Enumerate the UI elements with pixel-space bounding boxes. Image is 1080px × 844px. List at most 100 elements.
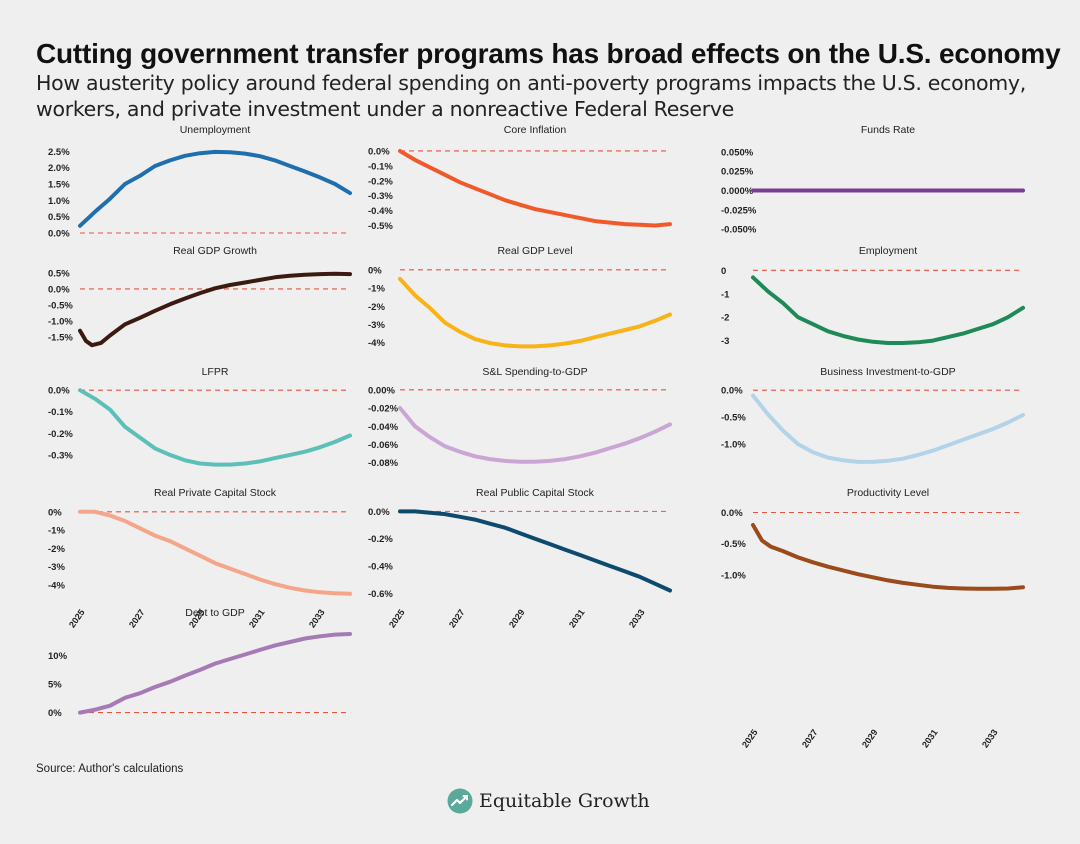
sandl-spending-to-gdp-y-tick-label: 0.00% <box>368 385 395 396</box>
page-subtitle: How austerity policy around federal spen… <box>36 71 1026 121</box>
unemployment-series-line <box>78 149 352 228</box>
core-inflation-series-line <box>398 149 672 228</box>
real-gdp-level-y-tick-label: 0% <box>368 265 382 276</box>
real-gdp-level-series-line <box>398 276 672 349</box>
funds-rate-y-tick-label: 0.050% <box>721 147 754 158</box>
lfpr-series-line <box>78 388 352 467</box>
unemployment-y-tick-label: 1.5% <box>48 179 70 190</box>
chart-real-gdp-level: Real GDP Level 0% -1% -2% -3% -4% <box>368 245 672 349</box>
lfpr-title: LFPR <box>202 366 229 378</box>
brand-logo[interactable]: Equitable Growth <box>447 788 650 814</box>
funds-rate-y-tick-label: -0.025% <box>721 205 757 216</box>
real-private-capital-stock-x-tick-label: 2027 <box>127 607 147 629</box>
real-public-capital-stock-x-tick-label: 2029 <box>507 607 527 629</box>
real-public-capital-stock-x-tick-label: 2027 <box>447 607 467 629</box>
employment-y-tick-label: -1 <box>721 289 730 300</box>
employment-series-line <box>751 275 1025 345</box>
real-private-capital-stock-x-tick-label: 2033 <box>307 607 327 629</box>
business-investment-to-gdp-y-tick-label: 0.0% <box>721 386 743 397</box>
chart-real-public-capital-stock: Real Public Capital Stock 0.0% -0.2% -0.4% -… <box>368 487 672 630</box>
productivity-level-title: Productivity Level <box>847 487 929 499</box>
productivity-level-x-tick-label: 2033 <box>980 727 1000 749</box>
core-inflation-y-tick-label: -0.4% <box>368 206 393 217</box>
chart-debt-to-gdp: Debt to GDP 0% 5% 10% <box>48 607 352 719</box>
real-gdp-growth-y-tick-label: -1.0% <box>48 317 73 328</box>
real-public-capital-stock-series-line <box>398 509 672 593</box>
productivity-level-x-tick-label: 2027 <box>800 727 820 749</box>
lfpr-y-tick-label: -0.3% <box>48 450 73 461</box>
employment-y-tick-label: 0 <box>721 266 726 277</box>
chart-core-inflation: Core Inflation 0.0% -0.1% -0.2% -0.3% -0.4% -0… <box>368 124 672 232</box>
sandl-spending-to-gdp-y-tick-label: -0.02% <box>368 404 399 415</box>
chart-business-investment-to-gdp: Business Investment-to-GDP 0.0% -0.5% -1.0% <box>721 366 1025 464</box>
real-private-capital-stock-x-tick-label: 2025 <box>67 607 87 629</box>
real-public-capital-stock-x-tick-label: 2031 <box>567 607 587 629</box>
real-private-capital-stock-series-line <box>78 509 352 596</box>
core-inflation-y-tick-label: 0.0% <box>368 146 390 157</box>
sandl-spending-to-gdp-y-tick-label: -0.08% <box>368 458 399 469</box>
real-gdp-level-y-tick-label: -3% <box>368 320 385 331</box>
real-private-capital-stock-x-tick-label: 2031 <box>247 607 267 629</box>
real-gdp-level-title: Real GDP Level <box>497 245 572 257</box>
employment-y-tick-label: -2 <box>721 313 729 324</box>
real-gdp-growth-y-tick-label: -1.5% <box>48 333 73 344</box>
real-private-capital-stock-title: Real Private Capital Stock <box>154 487 277 499</box>
debt-to-gdp-y-tick-label: 5% <box>48 680 62 691</box>
debt-to-gdp-y-tick-label: 10% <box>48 651 68 662</box>
productivity-level-y-tick-label: -0.5% <box>721 539 746 550</box>
debt-to-gdp-y-tick-label: 0% <box>48 708 62 719</box>
real-private-capital-stock-y-tick-label: -4% <box>48 581 65 592</box>
debt-to-gdp-series-line <box>78 632 352 715</box>
real-public-capital-stock-x-tick-label: 2025 <box>387 607 407 629</box>
real-gdp-growth-title: Real GDP Growth <box>173 245 257 257</box>
unemployment-y-tick-label: 0.5% <box>48 212 70 223</box>
unemployment-y-tick-label: 2.5% <box>48 147 70 158</box>
core-inflation-title: Core Inflation <box>504 124 567 136</box>
productivity-level-y-tick-label: 0.0% <box>721 508 743 519</box>
employment-title: Employment <box>859 245 917 257</box>
real-public-capital-stock-y-tick-label: 0.0% <box>368 507 390 518</box>
core-inflation-y-tick-label: -0.3% <box>368 191 393 202</box>
business-investment-to-gdp-title: Business Investment-to-GDP <box>820 366 955 378</box>
business-investment-to-gdp-y-tick-label: -1.0% <box>721 440 746 451</box>
productivity-level-x-tick-label: 2029 <box>860 727 880 749</box>
real-public-capital-stock-title: Real Public Capital Stock <box>476 487 595 499</box>
lfpr-y-tick-label: -0.1% <box>48 407 73 418</box>
real-gdp-level-y-tick-label: -2% <box>368 302 385 313</box>
chart-lfpr: LFPR 0.0% -0.1% -0.2% -0.3% <box>48 366 352 467</box>
core-inflation-y-tick-label: -0.5% <box>368 221 393 232</box>
real-private-capital-stock-y-tick-label: 0% <box>48 507 62 518</box>
unemployment-y-tick-label: 1.0% <box>48 196 70 207</box>
real-public-capital-stock-x-tick-label: 2033 <box>627 607 647 629</box>
business-investment-to-gdp-y-tick-label: -0.5% <box>721 413 746 424</box>
real-gdp-growth-y-tick-label: 0.0% <box>48 284 70 295</box>
productivity-level-x-tick-label: 2025 <box>740 727 760 749</box>
source-note: Source: Author's calculations <box>36 763 184 775</box>
funds-rate-y-tick-label: 0.025% <box>721 167 754 178</box>
sandl-spending-to-gdp-title: S&L Spending-to-GDP <box>482 366 587 378</box>
real-public-capital-stock-y-tick-label: -0.4% <box>368 561 393 572</box>
brand-name: Equitable Growth <box>479 790 650 812</box>
real-private-capital-stock-y-tick-label: -3% <box>48 562 65 573</box>
real-private-capital-stock-y-tick-label: -1% <box>48 526 65 537</box>
productivity-level-series-line <box>751 523 1025 591</box>
real-private-capital-stock-y-tick-label: -2% <box>48 544 65 555</box>
funds-rate-title: Funds Rate <box>861 124 915 136</box>
chart-unemployment: Unemployment 0.0% 0.5% 1.0% 1.5% 2.0% 2.5% <box>48 124 352 240</box>
real-gdp-level-y-tick-label: -1% <box>368 284 385 295</box>
lfpr-y-tick-label: -0.2% <box>48 429 73 440</box>
employment-y-tick-label: -3 <box>721 336 729 347</box>
core-inflation-y-tick-label: -0.1% <box>368 161 393 172</box>
sandl-spending-to-gdp-series-line <box>398 406 672 464</box>
page-title: Cutting government transfer programs has… <box>36 38 1061 69</box>
real-gdp-growth-y-tick-label: 0.5% <box>48 268 70 279</box>
unemployment-title: Unemployment <box>180 124 251 136</box>
business-investment-to-gdp-series-line <box>751 393 1025 464</box>
sandl-spending-to-gdp-y-tick-label: -0.06% <box>368 440 399 451</box>
lfpr-y-tick-label: 0.0% <box>48 386 70 397</box>
funds-rate-y-tick-label: -0.050% <box>721 225 757 236</box>
chart-sandl-spending-to-gdp: S&L Spending-to-GDP 0.00% -0.02% -0.04% -0.0… <box>368 366 672 469</box>
real-public-capital-stock-y-tick-label: -0.6% <box>368 589 393 600</box>
unemployment-y-tick-label: 2.0% <box>48 163 70 174</box>
